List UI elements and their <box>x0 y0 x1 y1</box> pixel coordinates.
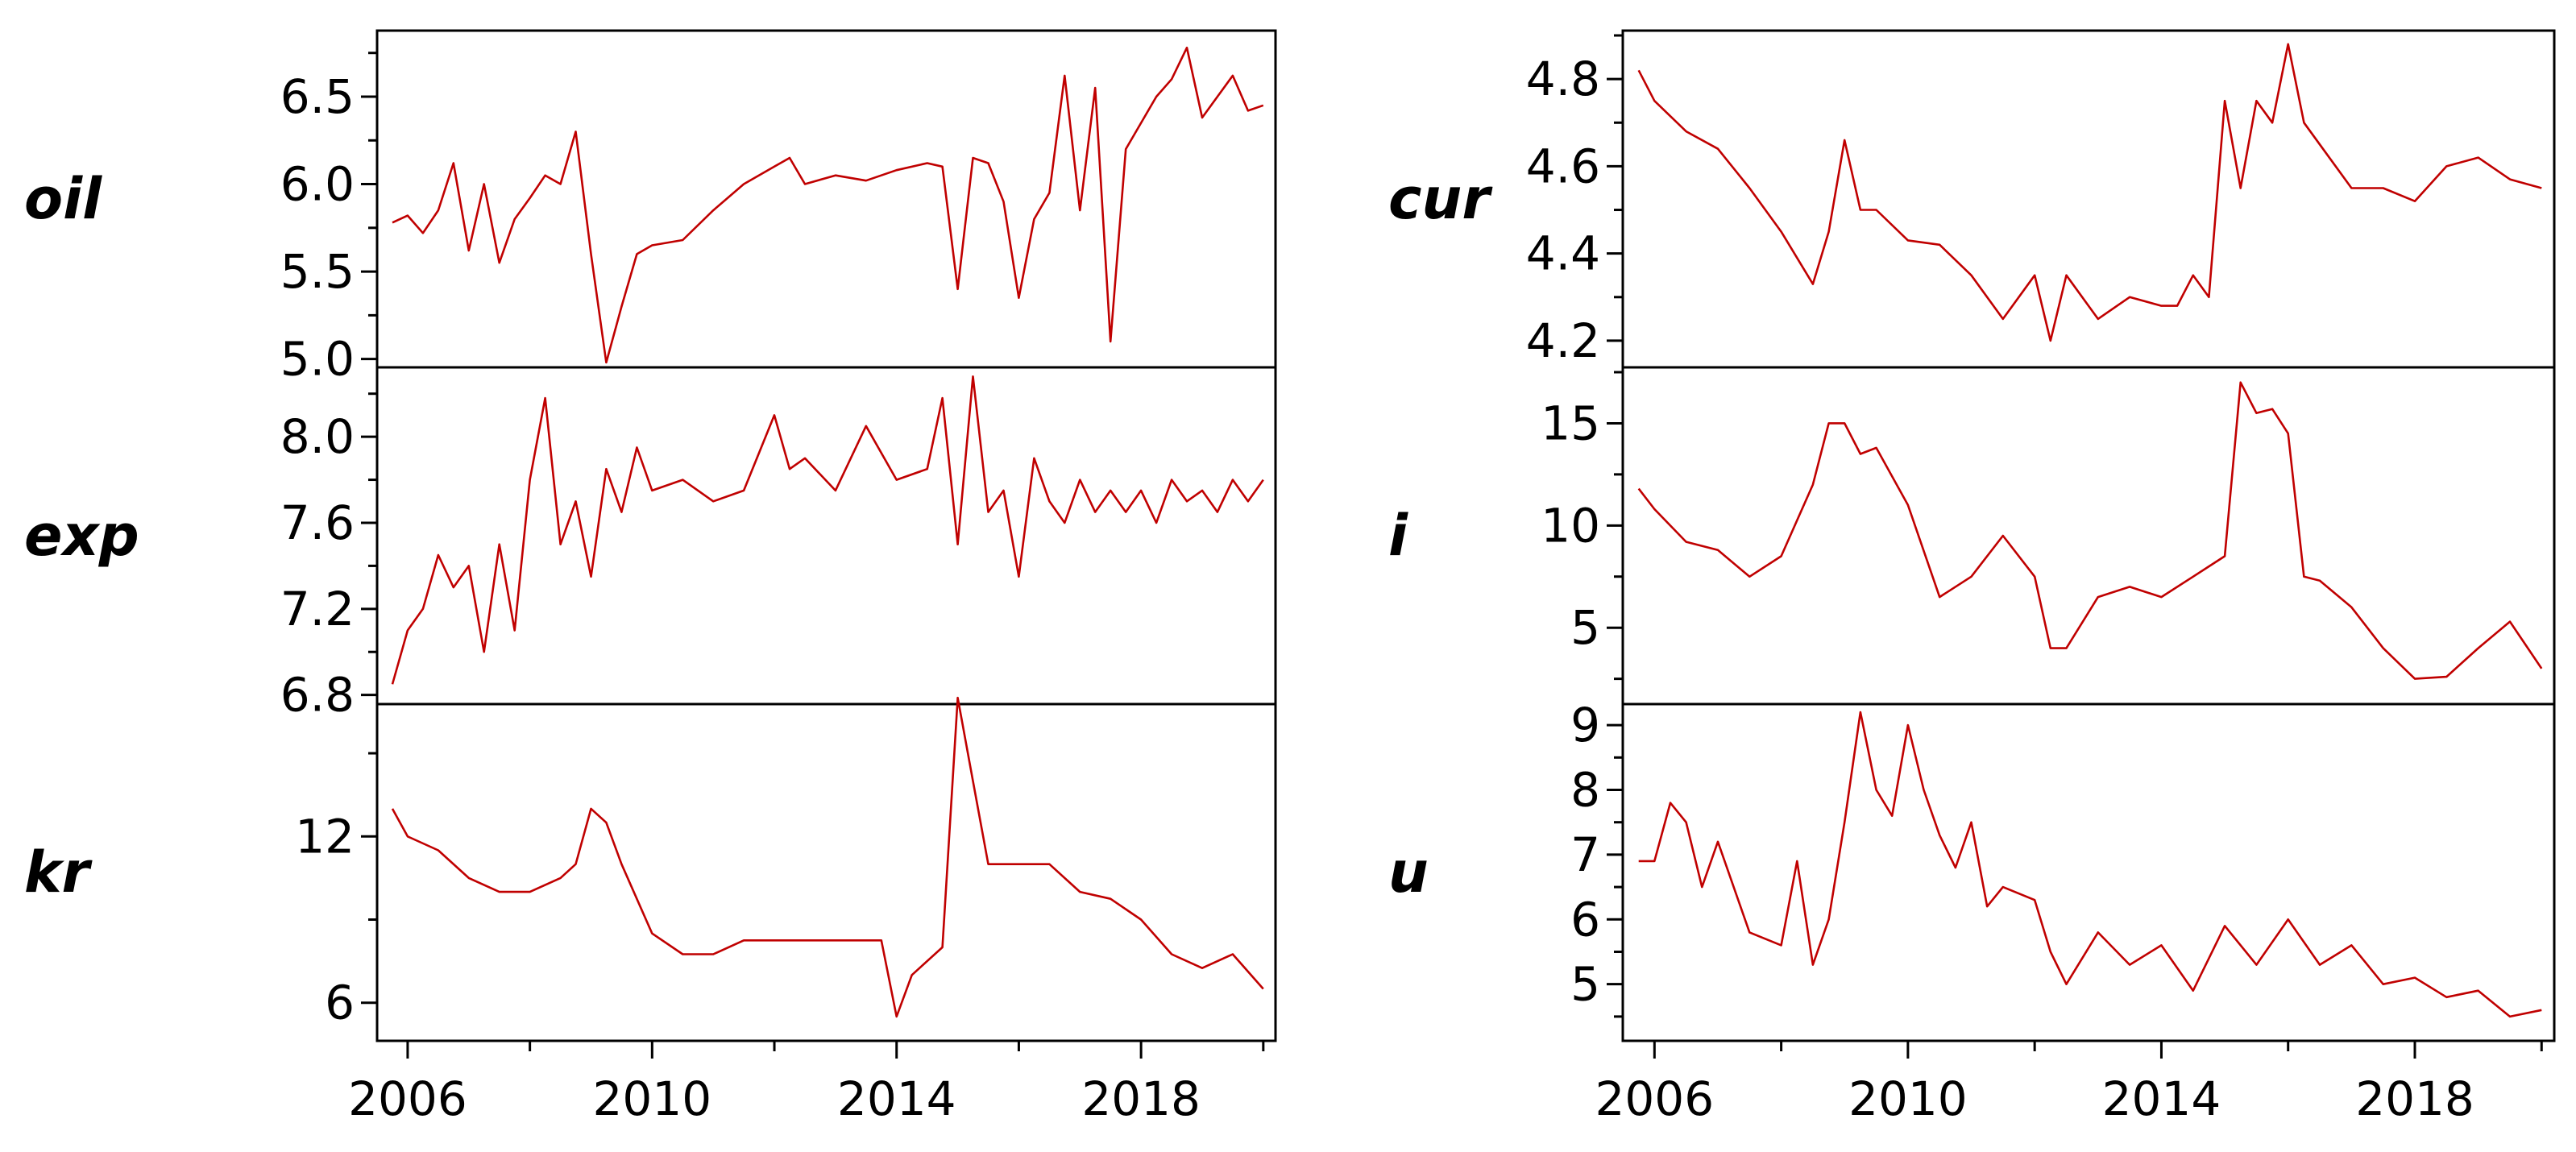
y-tick-label-u: 6 <box>1570 892 1600 947</box>
y-tick-label-oil: 5.0 <box>280 332 355 387</box>
panel-u: u 5 6 7 8 9 2006 2010 2014 2018 <box>1388 698 2556 1126</box>
series-line-u <box>1638 711 2542 1018</box>
x-tick-label: 2010 <box>1848 1071 1968 1126</box>
panel-cur: cur 4.2 4.4 4.6 4.8 <box>1388 29 2556 369</box>
y-tick-label-exp: 7.2 <box>280 582 355 636</box>
x-tick-label: 2018 <box>2355 1071 2474 1126</box>
variable-label-i: i <box>1388 503 1408 569</box>
x-tick-label: 2006 <box>348 1071 467 1126</box>
x-tick-label: 2014 <box>2102 1071 2221 1126</box>
series-line-i <box>1637 381 2543 680</box>
panel-frame-cur <box>1621 29 2556 369</box>
x-tick-label: 2006 <box>1595 1071 1715 1126</box>
y-tick-label-kr: 12 <box>295 809 355 864</box>
panel-oil: oil 5.0 5.5 6.0 6.5 <box>24 29 1277 387</box>
y-tick-label-i: 15 <box>1541 396 1600 450</box>
x-tick-label: 2014 <box>837 1071 956 1126</box>
series-line-oil <box>392 46 1264 364</box>
variable-label-cur: cur <box>1388 166 1493 232</box>
panel-i: i 5 10 15 <box>1388 366 2556 706</box>
series-line-kr <box>391 696 1264 1018</box>
y-tick-label-i: 10 <box>1541 498 1600 553</box>
y-tick-label-cur: 4.6 <box>1526 139 1600 193</box>
y-tick-label-exp: 6.8 <box>280 668 355 723</box>
variable-label-kr: kr <box>24 839 93 905</box>
y-tick-label-exp: 7.6 <box>280 495 355 550</box>
x-tick-label: 2010 <box>593 1071 712 1126</box>
y-tick-label-u: 5 <box>1570 957 1600 1012</box>
y-tick-label-oil: 6.0 <box>280 157 355 212</box>
y-tick-label-cur: 4.8 <box>1526 52 1600 106</box>
panel-frame-u <box>1621 702 2556 1042</box>
y-tick-label-cur: 4.2 <box>1526 313 1600 368</box>
y-tick-label-u: 8 <box>1570 762 1600 817</box>
y-tick-label-u: 9 <box>1570 698 1600 752</box>
panel-frame-i <box>1621 366 2556 706</box>
y-tick-label-cur: 4.4 <box>1526 226 1600 281</box>
x-tick-label: 2018 <box>1081 1071 1201 1126</box>
variable-label-u: u <box>1388 839 1429 905</box>
y-tick-label-u: 7 <box>1570 827 1600 882</box>
panel-frame-kr <box>375 702 1277 1042</box>
panel-frame-oil <box>375 29 1277 369</box>
series-line-exp <box>391 375 1264 685</box>
series-line-cur <box>1637 43 2542 342</box>
y-tick-label-i: 5 <box>1570 600 1600 655</box>
y-tick-label-kr: 6 <box>325 976 355 1030</box>
y-tick-label-exp: 8.0 <box>280 409 355 464</box>
panel-exp: exp 6.8 7.2 7.6 8.0 <box>24 366 1277 723</box>
y-tick-label-oil: 5.5 <box>280 244 355 299</box>
y-tick-label-oil: 6.5 <box>280 69 355 124</box>
panel-frame-exp <box>375 366 1277 706</box>
variable-label-oil: oil <box>24 166 102 232</box>
panel-kr: kr 6 12 2006 2010 2014 2018 <box>24 696 1277 1126</box>
variable-label-exp: exp <box>24 503 139 569</box>
